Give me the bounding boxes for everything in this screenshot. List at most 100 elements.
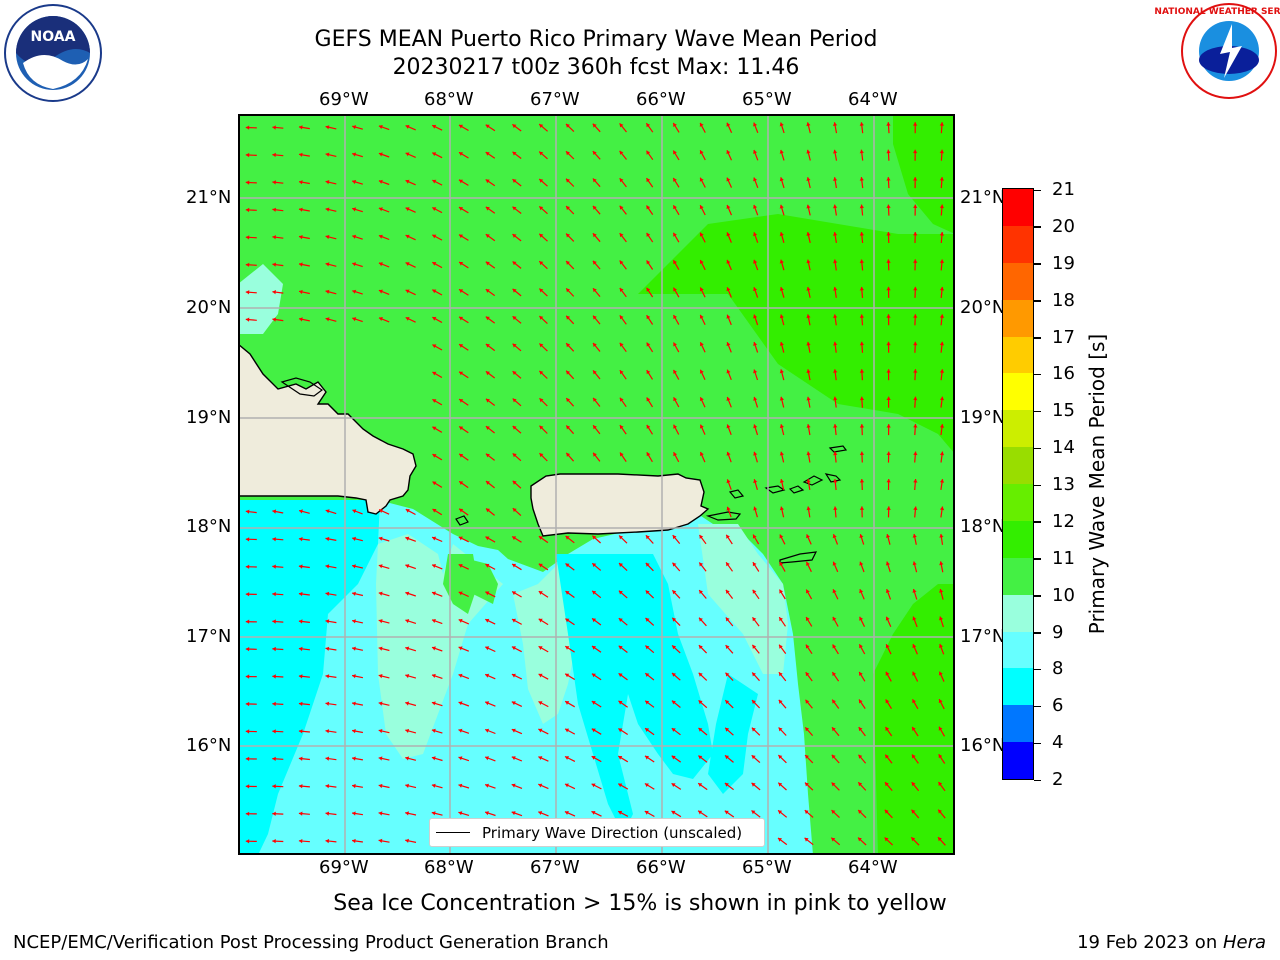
wave-arrow-head <box>245 674 250 679</box>
wave-arrow-head <box>884 809 889 814</box>
wave-arrow-head <box>726 122 731 127</box>
colorbar-segment <box>1003 520 1033 558</box>
wave-arrow-head <box>913 479 918 483</box>
wave-arrow-head <box>405 152 410 157</box>
wave-arrow-head <box>512 480 517 485</box>
wave-arrow-head <box>913 122 918 126</box>
colorbar-segment <box>1003 668 1033 706</box>
wave-arrow-head <box>673 369 677 374</box>
wave-arrow-head <box>593 288 597 293</box>
wave-arrow-head <box>566 343 571 348</box>
wave-arrow-head <box>939 232 944 236</box>
wave-arrow-head <box>512 536 517 541</box>
lon-tick-top-5: 65°W <box>742 89 792 110</box>
wave-arrow-head <box>645 728 650 732</box>
wave-arrow-head <box>912 644 917 649</box>
wave-arrow-head <box>592 205 597 210</box>
colorbar-tick-label: 16 <box>1052 363 1075 385</box>
wave-arrow-head <box>859 369 865 373</box>
wave-arrow-head <box>432 152 437 157</box>
wave-arrow-head <box>405 289 410 294</box>
wave-arrow-head <box>726 342 731 347</box>
wave-arrow-head <box>886 341 891 346</box>
colorbar <box>1002 188 1034 780</box>
wave-arrow-head <box>725 755 729 760</box>
wave-arrow-head <box>646 123 651 128</box>
wave-arrow-head <box>912 534 917 538</box>
wave-arrow-head <box>833 286 838 291</box>
wave-arrow-head <box>245 756 250 761</box>
wave-arrow-head <box>245 317 250 322</box>
wave-arrow-head <box>619 342 624 347</box>
wave-arrow-head <box>592 563 597 568</box>
wave-arrow-head <box>911 837 916 842</box>
wave-arrow-head <box>511 756 516 761</box>
wave-arrow-head <box>699 562 704 567</box>
colorbar-tick-label: 13 <box>1052 474 1075 495</box>
wave-arrow-head <box>245 647 250 652</box>
wave-arrow-head <box>459 316 464 321</box>
wave-arrow-head <box>618 783 623 788</box>
wave-arrow-head <box>751 727 756 732</box>
colorbar-tick-mark <box>1034 521 1041 523</box>
wave-arrow-head <box>884 837 889 842</box>
wave-arrow-head <box>645 618 650 622</box>
wave-arrow-head <box>618 645 623 650</box>
wave-arrow-head <box>726 314 731 319</box>
wave-arrow-head <box>645 700 650 705</box>
wave-arrow-head <box>511 673 516 678</box>
wave-arrow-head <box>405 783 409 788</box>
wave-arrow-head <box>485 289 490 293</box>
wave-arrow-head <box>485 701 490 706</box>
wave-arrow-head <box>325 701 330 706</box>
wave-arrow-head <box>618 618 623 622</box>
wave-arrow-head <box>564 811 569 815</box>
wave-arrow-head <box>485 124 490 129</box>
wave-arrow-head <box>859 204 864 209</box>
wave-arrow-head <box>272 674 276 679</box>
wave-arrow-head <box>779 506 784 511</box>
wave-arrow-head <box>459 234 463 239</box>
wave-arrow-head <box>352 509 357 514</box>
wave-arrow-head <box>405 674 410 679</box>
wave-arrow-head <box>378 564 383 569</box>
wave-arrow-head <box>272 646 276 652</box>
wave-arrow-head <box>432 262 437 266</box>
wave-arrow-head <box>538 701 543 705</box>
anegada <box>828 445 848 453</box>
wave-arrow-head <box>325 838 330 844</box>
colorbar-segment <box>1003 631 1033 669</box>
wave-arrow-head <box>299 235 303 240</box>
wave-arrow-head <box>325 152 330 157</box>
wave-arrow-head <box>591 756 596 760</box>
period-field-12 <box>638 214 955 855</box>
wave-arrow-head <box>405 124 410 129</box>
wave-arrow-head <box>725 617 730 622</box>
wave-arrow-head <box>644 810 649 815</box>
colorbar-tick-label: 6 <box>1052 695 1064 717</box>
wave-arrow-head <box>672 617 677 622</box>
wave-arrow-head <box>939 149 944 154</box>
colorbar-tick-label: 4 <box>1052 732 1064 754</box>
wave-arrow-head <box>886 286 891 291</box>
wave-arrow-head <box>619 535 623 540</box>
wave-arrow-head <box>619 397 624 402</box>
wave-arrow-head <box>673 177 677 182</box>
wave-arrow-head <box>299 180 303 185</box>
wave-arrow-head <box>405 179 410 184</box>
wave-arrow-head <box>352 838 356 844</box>
wave-arrow-head <box>619 288 624 292</box>
wave-arrow-head <box>272 125 276 130</box>
wave-arrow-head <box>459 426 464 431</box>
wave-arrow-head <box>939 259 945 263</box>
wave-arrow-head <box>698 810 703 815</box>
wave-arrow-head <box>673 150 677 155</box>
wave-arrow-head <box>726 479 731 484</box>
wave-arrow-head <box>779 396 784 401</box>
wave-arrow-head <box>298 784 303 789</box>
wave-arrow-head <box>832 672 837 676</box>
wave-arrow-head <box>886 149 891 154</box>
wave-arrow-head <box>699 590 703 594</box>
wave-arrow-head <box>833 177 838 181</box>
wave-arrow-head <box>912 726 916 731</box>
